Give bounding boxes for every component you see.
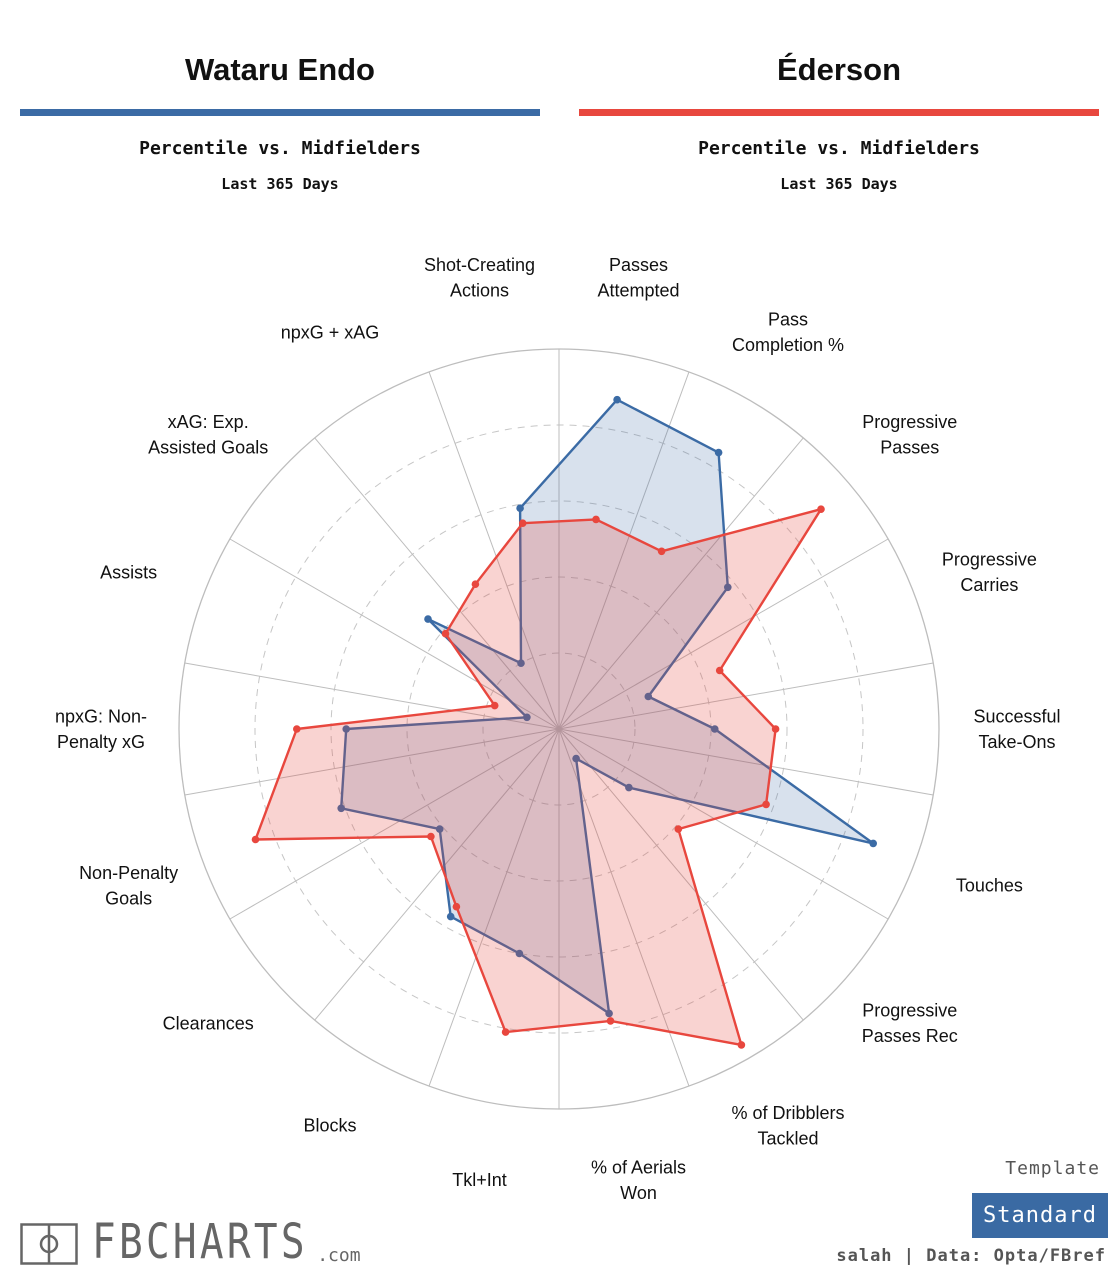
axis-label-10: Blocks — [303, 1116, 356, 1136]
radar-grid — [178, 348, 940, 1110]
data-point-1-8 — [606, 1017, 615, 1025]
data-point-1-16 — [471, 580, 480, 588]
data-point-1-9 — [501, 1028, 510, 1036]
data-credit: salah | Data: Opta/FBref — [836, 1246, 1106, 1266]
data-point-0-12 — [337, 804, 346, 813]
axis-label-6: Progressive Passes Rec — [862, 1001, 958, 1047]
data-point-0-3 — [644, 692, 653, 701]
data-point-1-7 — [737, 1041, 746, 1049]
data-point-0-16 — [517, 659, 525, 667]
radar-series — [251, 395, 877, 1049]
grid-spoke — [184, 662, 560, 730]
grid-spoke — [558, 437, 804, 730]
axis-label-11: Clearances — [163, 1013, 254, 1033]
data-point-0-8 — [605, 1009, 613, 1018]
data-point-0-2 — [724, 583, 732, 592]
grid-spoke — [314, 728, 560, 1021]
player1-subtitle: Percentile vs. Midfielders — [139, 138, 421, 159]
series-area-1 — [254, 508, 823, 1047]
grid-spoke — [229, 538, 560, 730]
player1-period: Last 365 Days — [221, 175, 339, 193]
data-point-0-15 — [424, 615, 432, 623]
logo-wordmark: FBCHARTS — [92, 1214, 308, 1270]
player2-period: Last 365 Days — [780, 175, 898, 193]
axis-label-0: Passes Attempted — [597, 255, 679, 301]
axis-label-2: Progressive Passes — [862, 412, 957, 458]
data-point-0-13 — [342, 725, 351, 733]
fbcharts-logo: FBCHARTS .com — [20, 1214, 361, 1270]
radar-axis-labels: Passes Attempted Pass Completion % Progressi… — [55, 255, 1061, 1203]
data-point-1-2 — [817, 505, 825, 513]
data-point-1-6 — [674, 825, 683, 833]
grid-spoke — [428, 371, 560, 730]
data-point-1-11 — [427, 832, 435, 841]
data-point-0-5 — [869, 839, 877, 848]
player2-subtitle: Percentile vs. Midfielders — [698, 138, 980, 159]
axis-label-9: Tkl+Int — [452, 1170, 507, 1190]
data-point-1-4 — [771, 725, 780, 733]
axis-label-1: Pass Completion % — [732, 310, 844, 356]
axis-label-15: xAG: Exp. Assisted Goals — [148, 412, 268, 458]
axis-label-4: Successful Take-Ons — [973, 706, 1060, 752]
axis-label-13: npxG: Non-Penalty xG — [55, 706, 147, 752]
grid-spoke — [428, 728, 560, 1087]
player1-name: Wataru Endo — [184, 52, 375, 87]
template-badge[interactable]: Standard — [972, 1193, 1108, 1238]
grid-spoke — [558, 728, 934, 796]
axis-label-16: npxG + xAG — [281, 322, 380, 342]
data-point-1-15 — [441, 629, 450, 638]
data-point-1-0 — [592, 515, 600, 524]
data-point-1-17 — [518, 519, 527, 527]
template-label: Template — [1005, 1158, 1100, 1179]
data-point-1-10 — [452, 902, 461, 911]
data-point-1-14 — [490, 701, 499, 710]
grid-spoke — [184, 728, 560, 796]
player2-color-bar — [579, 109, 1099, 116]
data-point-0-11 — [435, 825, 444, 833]
data-point-1-12 — [251, 835, 260, 844]
data-point-0-9 — [515, 949, 524, 958]
data-point-0-4 — [711, 725, 719, 733]
data-point-0-14 — [523, 713, 531, 722]
data-point-0-10 — [446, 912, 455, 921]
grid-spoke — [558, 662, 934, 730]
grid-spoke — [558, 728, 804, 1021]
axis-label-14: Assists — [100, 562, 157, 582]
data-point-1-3 — [715, 666, 724, 675]
data-point-0-6 — [625, 783, 633, 792]
data-point-0-1 — [714, 448, 723, 457]
grid-spoke — [229, 728, 560, 920]
axis-label-5: Touches — [956, 876, 1023, 896]
axis-label-8: % of Aerials Won — [591, 1157, 686, 1203]
data-point-0-0 — [613, 395, 621, 404]
grid-spoke — [558, 538, 889, 730]
data-point-1-5 — [762, 800, 770, 809]
player1-color-bar — [20, 109, 540, 116]
axis-label-7: % of Dribblers Tackled — [731, 1103, 844, 1149]
data-point-1-13 — [293, 725, 301, 733]
data-point-0-17 — [516, 504, 524, 512]
player2-name: Éderson — [776, 52, 902, 87]
grid-spoke — [558, 728, 889, 920]
grid-spoke — [558, 371, 690, 730]
axis-label-17: Shot-Creating Actions — [424, 255, 535, 301]
axis-label-3: Progressive Carries — [942, 550, 1037, 596]
grid-spoke — [314, 437, 560, 730]
pitch-icon — [20, 1223, 78, 1265]
axis-label-12: Non-Penalty Goals — [79, 863, 178, 909]
data-point-1-1 — [657, 547, 666, 556]
logo-domain: .com — [317, 1245, 361, 1266]
data-point-0-7 — [572, 754, 580, 763]
